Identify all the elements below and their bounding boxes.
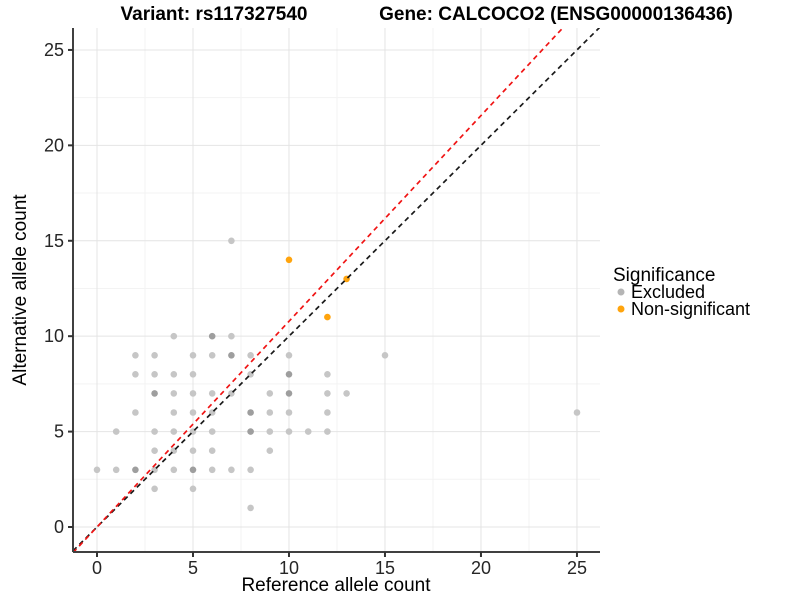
data-point-excluded	[304, 428, 312, 435]
data-point-excluded	[151, 390, 158, 397]
axis-lines	[72, 28, 600, 553]
data-point-excluded	[112, 428, 120, 435]
fitted-line	[73, 28, 564, 552]
x-axis-title: Reference allele count	[241, 575, 431, 596]
data-point-excluded	[208, 428, 216, 435]
data-point-excluded	[189, 447, 197, 455]
data-point-excluded	[285, 409, 293, 416]
data-point-excluded	[170, 409, 178, 416]
data-point-excluded	[189, 352, 197, 359]
data-point-excluded	[208, 332, 216, 340]
axis-tick-labels: 0 5 10 15 20 25 0 5 10 15 20 25	[44, 40, 587, 578]
x-tick-label: 25	[567, 558, 587, 578]
data-point-excluded	[208, 447, 216, 455]
data-point-excluded	[189, 409, 197, 416]
data-point-excluded	[132, 352, 139, 359]
data-point-excluded	[132, 371, 139, 378]
data-point-excluded	[170, 390, 178, 397]
data-point-excluded	[93, 466, 101, 474]
y-tick-label: 20	[44, 135, 64, 155]
legend-key-excluded	[617, 288, 625, 296]
data-point-excluded	[132, 409, 139, 416]
data-point-excluded	[132, 466, 139, 474]
data-point-excluded	[170, 371, 178, 378]
data-point-excluded	[208, 352, 216, 359]
data-point-excluded	[343, 390, 350, 397]
data-point-excluded	[170, 428, 178, 435]
legend-title: Significance	[613, 265, 715, 286]
data-point-excluded	[266, 409, 274, 416]
reference-lines	[73, 28, 600, 552]
data-point-excluded	[151, 352, 158, 359]
data-point-excluded	[324, 428, 331, 435]
data-point-excluded	[189, 371, 197, 378]
data-point-excluded	[381, 352, 389, 359]
identity-line	[73, 28, 600, 552]
data-point-excluded	[266, 447, 274, 455]
y-tick-label: 5	[54, 422, 64, 442]
gene-title: Gene: CALCOCO2 (ENSG00000136436)	[379, 4, 733, 25]
data-points	[93, 237, 581, 512]
y-axis-title: Alternative allele count	[10, 194, 31, 386]
data-point-excluded	[151, 447, 158, 455]
data-point-excluded	[151, 428, 158, 435]
data-point-excluded	[247, 428, 254, 435]
data-point-excluded	[324, 409, 331, 416]
x-tick-label: 0	[92, 558, 102, 578]
data-point-excluded	[324, 390, 331, 397]
data-point-excluded	[208, 390, 216, 397]
data-point-excluded	[228, 237, 235, 245]
data-point-excluded	[285, 352, 293, 359]
data-point-excluded	[208, 466, 216, 474]
data-point-excluded	[285, 390, 293, 397]
data-point-excluded	[170, 466, 178, 474]
data-point-excluded	[228, 352, 235, 359]
data-point-excluded	[151, 371, 158, 378]
major-gridlines	[73, 28, 600, 552]
data-point-excluded	[151, 485, 158, 493]
y-tick-label: 10	[44, 326, 64, 346]
axis-ticks	[68, 48, 578, 557]
legend-key-non-significant	[617, 305, 625, 313]
x-tick-label: 5	[188, 558, 198, 578]
data-point-excluded	[247, 409, 254, 416]
data-point-non-significant	[324, 313, 331, 321]
data-point-excluded	[573, 409, 581, 416]
data-point-excluded	[228, 466, 235, 474]
data-point-excluded	[112, 466, 120, 474]
x-tick-label: 20	[471, 558, 491, 578]
variant-title: Variant: rs117327540	[121, 4, 308, 25]
data-point-excluded	[189, 466, 197, 474]
data-point-excluded	[247, 504, 254, 512]
data-point-excluded	[247, 466, 254, 474]
data-point-excluded	[247, 352, 254, 359]
x-tick-label: 10	[279, 558, 299, 578]
data-point-excluded	[170, 332, 178, 340]
data-point-non-significant	[285, 256, 293, 264]
y-tick-label: 15	[44, 231, 64, 251]
data-point-excluded	[189, 485, 197, 493]
legend-label-non-significant: Non-significant	[631, 299, 750, 319]
y-tick-label: 25	[44, 40, 64, 60]
data-point-excluded	[228, 332, 235, 340]
x-tick-label: 15	[375, 558, 395, 578]
data-point-excluded	[285, 428, 293, 435]
legend-label-excluded: Excluded	[631, 282, 705, 302]
data-point-excluded	[285, 371, 293, 378]
data-point-excluded	[266, 428, 274, 435]
data-point-excluded	[189, 390, 197, 397]
data-point-excluded	[324, 371, 331, 378]
data-point-excluded	[266, 390, 274, 397]
y-tick-label: 0	[54, 517, 64, 537]
minor-gridlines	[73, 28, 600, 552]
